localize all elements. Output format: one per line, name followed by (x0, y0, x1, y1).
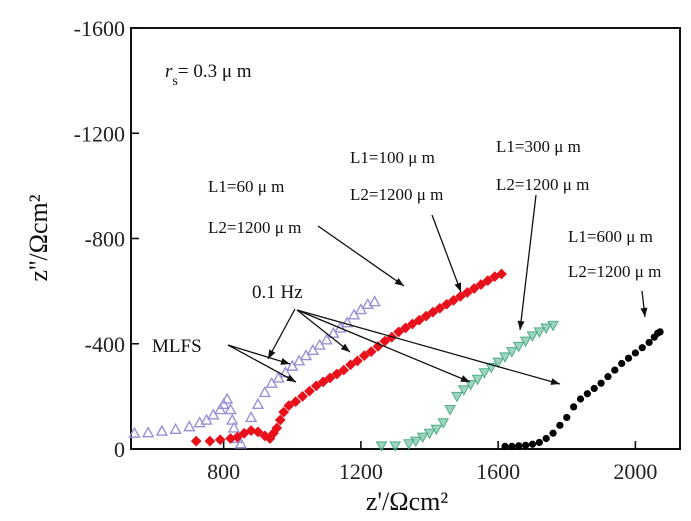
data-point-series-3 (445, 406, 455, 415)
label-l2-100: L2=1200 μ m (350, 185, 443, 204)
data-point-series-3 (452, 392, 462, 401)
data-point-series-4 (646, 339, 653, 346)
data-point-series-1 (171, 424, 181, 433)
y-tick-label: -1600 (74, 16, 125, 41)
data-point-series-1 (280, 368, 290, 377)
label-l2-600: L2=1200 μ m (568, 262, 661, 281)
label-l1-100: L1=100 μ m (350, 148, 435, 167)
frequency-label: 0.1 Hz (252, 282, 303, 303)
data-point-series-4 (549, 430, 556, 437)
data-point-series-4 (577, 395, 584, 402)
annotation-arrow (432, 215, 461, 292)
label-l1-300: L1=300 μ m (496, 137, 581, 156)
data-point-series-4 (604, 373, 611, 380)
data-point-series-1 (260, 387, 270, 396)
arrow-head (280, 358, 290, 365)
x-tick-label: 1200 (339, 459, 383, 484)
x-axis-title: z'/Ωcm² (366, 487, 449, 516)
data-point-series-4 (656, 328, 663, 335)
x-tick-label: 1600 (476, 459, 520, 484)
label-l2-300: L2=1200 μ m (496, 175, 589, 194)
data-point-series-4 (632, 349, 639, 356)
data-point-series-1 (253, 399, 263, 408)
mlfs-label: MLFS (152, 336, 202, 357)
arrow-head (640, 308, 647, 317)
data-point-series-4 (522, 442, 529, 449)
data-point-series-4 (501, 443, 508, 450)
data-point-series-4 (508, 443, 515, 450)
data-point-series-4 (618, 360, 625, 367)
data-point-series-3 (404, 440, 414, 449)
x-tick-label: 800 (207, 459, 240, 484)
data-point-series-4 (563, 414, 570, 421)
annotation-arrow (520, 195, 536, 330)
label-l1-600: L1=600 μ m (568, 227, 653, 246)
data-point-series-4 (529, 441, 536, 448)
data-point-series-4 (611, 366, 618, 373)
rs-value: = 0.3 μ m (178, 61, 252, 82)
arrow-head (286, 375, 296, 382)
y-tick-label: 0 (114, 437, 125, 462)
data-point-series-4 (625, 355, 632, 362)
arrow-head (395, 278, 404, 286)
data-point-series-4 (543, 435, 550, 442)
data-point-series-1 (143, 428, 153, 437)
data-point-series-4 (591, 385, 598, 392)
data-point-series-1 (370, 297, 380, 306)
y-tick-label: -1200 (74, 121, 125, 146)
data-point-series-2 (191, 436, 202, 447)
arrow-head (455, 282, 462, 292)
label-l1-60: L1=60 μ m (208, 177, 284, 196)
y-tick-label: -800 (85, 227, 125, 252)
arrow-head (518, 321, 525, 330)
label-l2-60: L2=1200 μ m (208, 218, 301, 237)
data-point-series-4 (536, 439, 543, 446)
data-point-series-4 (584, 390, 591, 397)
arrow-head (460, 375, 470, 382)
data-point-series-1 (184, 422, 194, 431)
data-point-series-1 (157, 426, 167, 435)
data-point-series-4 (639, 344, 646, 351)
data-point-series-2 (205, 436, 216, 447)
x-tick-label: 2000 (613, 459, 657, 484)
data-point-series-4 (597, 380, 604, 387)
arrow-head (341, 344, 350, 352)
annotation-arrow (318, 226, 404, 286)
data-point-series-4 (570, 403, 577, 410)
data-point-series-4 (556, 422, 563, 429)
data-point-series-1 (246, 412, 256, 421)
y-axis-title: z''/Ωcm² (24, 194, 53, 281)
data-point-series-4 (515, 442, 522, 449)
rs-annotation: rs= 0.3 μ m (165, 61, 252, 89)
arrow-head (550, 378, 560, 385)
y-tick-label: -400 (85, 332, 125, 357)
tick-group: 800 1200 1600 2000 -1600 -1200 -800 -400 0 (74, 16, 658, 484)
data-marks (129, 269, 663, 451)
data-point-series-1 (227, 415, 237, 424)
